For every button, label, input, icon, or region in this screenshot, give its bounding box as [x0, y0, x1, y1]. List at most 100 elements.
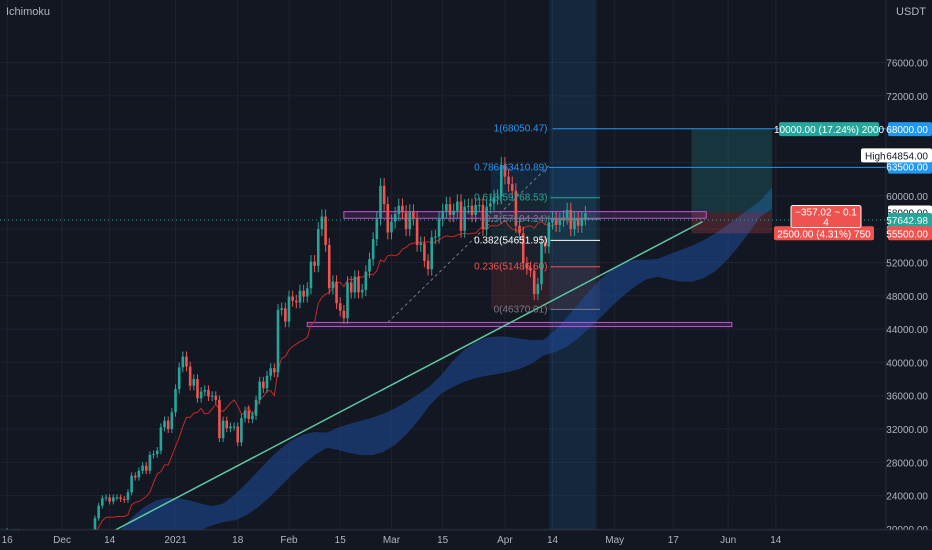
candle[interactable] [529, 261, 532, 278]
candle[interactable] [115, 494, 119, 501]
price-badge-5[interactable] [888, 226, 932, 241]
candle[interactable] [459, 194, 463, 238]
candle[interactable] [101, 495, 104, 509]
candle[interactable] [196, 374, 199, 403]
candle[interactable] [335, 275, 338, 310]
candle[interactable] [262, 376, 265, 393]
candle[interactable] [313, 255, 316, 273]
candle[interactable] [445, 196, 448, 219]
candle[interactable] [122, 496, 126, 503]
candle[interactable] [265, 370, 269, 393]
candle[interactable] [170, 408, 174, 434]
candle[interactable] [510, 176, 514, 199]
candle[interactable] [346, 276, 349, 324]
candle[interactable] [159, 423, 163, 455]
candle[interactable] [269, 363, 272, 381]
measure-box[interactable] [790, 204, 862, 228]
price-badge-3[interactable] [888, 212, 932, 227]
candle[interactable] [240, 414, 243, 447]
candle[interactable] [210, 391, 214, 402]
candle[interactable] [496, 189, 499, 205]
candle[interactable] [478, 197, 481, 213]
candle[interactable] [488, 195, 492, 214]
candle[interactable] [423, 236, 426, 268]
currency-label[interactable]: USDT [896, 6, 926, 18]
candle[interactable] [338, 297, 342, 317]
candle[interactable] [192, 374, 196, 391]
candle[interactable] [316, 222, 320, 273]
candle[interactable] [254, 395, 258, 420]
candle[interactable] [221, 416, 225, 443]
candle[interactable] [382, 178, 386, 212]
long-position-profit[interactable] [691, 129, 773, 213]
candle[interactable] [188, 361, 192, 391]
candle[interactable] [360, 283, 364, 299]
candle[interactable] [419, 236, 423, 252]
candle[interactable] [298, 284, 302, 309]
candle[interactable] [368, 252, 371, 278]
candle[interactable] [284, 302, 287, 328]
candle[interactable] [357, 270, 360, 299]
candle[interactable] [203, 385, 207, 397]
candle[interactable] [415, 211, 419, 252]
candle[interactable] [499, 157, 503, 205]
candle[interactable] [163, 416, 166, 432]
candle[interactable] [536, 277, 540, 301]
candle[interactable] [225, 416, 229, 433]
candle[interactable] [393, 206, 397, 229]
candle[interactable] [214, 391, 218, 405]
candle[interactable] [185, 351, 188, 372]
candle[interactable] [119, 494, 122, 502]
candle[interactable] [540, 235, 543, 291]
candle[interactable] [232, 422, 236, 431]
candle[interactable] [434, 229, 437, 245]
candle[interactable] [112, 494, 115, 505]
candle[interactable] [371, 232, 375, 266]
candle[interactable] [251, 411, 254, 424]
candle[interactable] [331, 275, 335, 295]
candle[interactable] [576, 211, 580, 233]
candle[interactable] [507, 168, 510, 192]
price-badge-1[interactable] [888, 159, 932, 174]
candle[interactable] [551, 211, 554, 230]
candle[interactable] [580, 211, 584, 233]
candle[interactable] [247, 406, 251, 424]
candle[interactable] [144, 462, 148, 475]
candle[interactable] [181, 351, 185, 373]
candle[interactable] [309, 255, 313, 295]
candle[interactable] [543, 235, 547, 254]
candle[interactable] [503, 157, 507, 185]
zone-rectangle-1[interactable] [306, 321, 733, 328]
candle[interactable] [148, 451, 152, 475]
indicator-label[interactable]: Ichimoku [6, 6, 51, 18]
position-label-1[interactable] [774, 226, 874, 241]
candle[interactable] [207, 385, 210, 402]
candle[interactable] [401, 198, 404, 220]
candle[interactable] [353, 270, 357, 299]
candle[interactable] [430, 230, 434, 276]
candle[interactable] [452, 203, 455, 223]
candle[interactable] [126, 489, 130, 503]
candle[interactable] [295, 294, 298, 309]
candle[interactable] [320, 209, 324, 237]
candle[interactable] [481, 197, 485, 237]
long-position-risk[interactable] [691, 212, 773, 234]
candle[interactable] [236, 422, 240, 447]
candle[interactable] [463, 199, 466, 238]
candle[interactable] [448, 196, 452, 223]
candle[interactable] [155, 447, 159, 458]
candle[interactable] [130, 472, 133, 496]
candle[interactable] [404, 205, 408, 237]
candle[interactable] [166, 416, 170, 434]
candle[interactable] [426, 254, 430, 276]
candle[interactable] [108, 494, 111, 505]
candle[interactable] [390, 214, 393, 240]
candle[interactable] [104, 494, 108, 502]
candle[interactable] [441, 203, 444, 227]
position-label-0[interactable] [779, 122, 879, 137]
candle[interactable] [276, 304, 280, 378]
candle[interactable] [467, 198, 470, 214]
candle[interactable] [280, 302, 283, 316]
candle[interactable] [137, 467, 141, 481]
